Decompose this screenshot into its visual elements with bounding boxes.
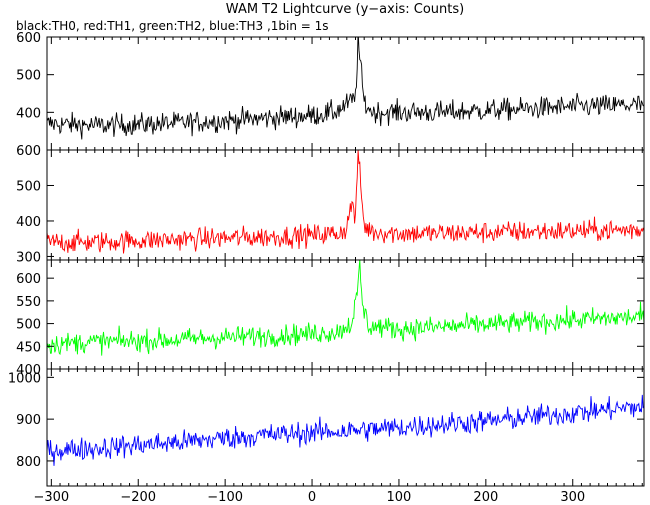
panel-th3: 800 900 1000 — [8, 368, 645, 487]
x-tick-label: 0 — [308, 490, 316, 505]
panel-frame — [46, 259, 645, 370]
x-tick-label: −100 — [207, 490, 243, 505]
x-tick-label: −200 — [120, 490, 156, 505]
series-line-th2 — [47, 260, 644, 356]
y-tick-label: 600 — [16, 272, 41, 287]
y-tick-label: 500 — [16, 179, 41, 194]
panels: 400 500 600 300 400 500 600 400 450 500 550 600 800 9… — [8, 31, 645, 487]
x-tick-label: 200 — [473, 490, 498, 505]
y-tick-label: 800 — [16, 455, 41, 470]
y-tick-label: 450 — [16, 340, 41, 355]
panel-frame — [46, 36, 645, 151]
series-line-th1 — [47, 150, 644, 254]
series-line-th3 — [47, 394, 644, 466]
panel-frame — [46, 368, 645, 487]
chart-title: WAM T2 Lightcurve (y−axis: Counts) — [226, 2, 464, 17]
y-tick-label: 400 — [16, 363, 41, 378]
panel-th1: 300 400 500 600 — [16, 144, 645, 265]
y-tick-label: 900 — [16, 413, 41, 428]
y-tick-label: 300 — [16, 250, 41, 265]
y-tick-label: 500 — [16, 69, 41, 84]
x-tick-label: −300 — [33, 490, 69, 505]
panel-th0: 400 500 600 — [16, 31, 645, 151]
chart-subtitle: black:TH0, red:TH1, green:TH2, blue:TH3 … — [16, 19, 329, 33]
x-tick-label: 100 — [387, 490, 412, 505]
x-tick-label: 300 — [560, 490, 585, 505]
y-tick-label: 600 — [16, 144, 41, 159]
series-line-th0 — [47, 37, 644, 140]
y-tick-label: 400 — [16, 215, 41, 230]
y-tick-label: 550 — [16, 295, 41, 310]
y-tick-label: 500 — [16, 318, 41, 333]
panel-th2: 400 450 500 550 600 — [16, 259, 645, 378]
y-tick-label: 400 — [16, 106, 41, 121]
y-tick-label: 1000 — [8, 371, 41, 386]
y-tick-label: 600 — [16, 31, 41, 46]
x-axis: −300 −200 −100 0 100 200 300 — [33, 490, 585, 505]
